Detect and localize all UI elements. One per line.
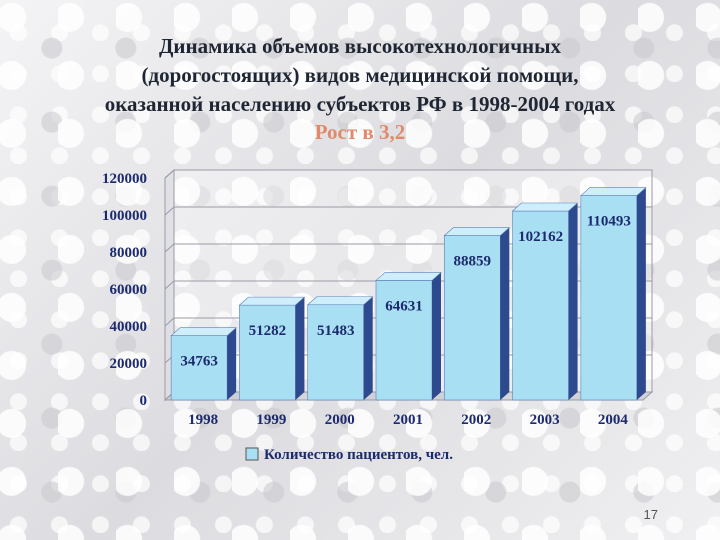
bar-top xyxy=(511,202,579,212)
bar-front xyxy=(307,304,365,401)
bar-top xyxy=(375,272,442,281)
title-line-1: Динамика объемов высокотехнологичных xyxy=(158,34,562,58)
x-tick-label: 1999 xyxy=(256,412,286,428)
y-tick-label: 120000 xyxy=(102,171,147,187)
bar-value-label: 88859 xyxy=(454,254,492,270)
bar-front xyxy=(512,210,569,401)
y-tick-label: 0 xyxy=(140,393,148,409)
y-tick-label: 100000 xyxy=(102,208,147,224)
bar-top xyxy=(306,296,374,306)
bar-front xyxy=(443,235,501,401)
page-number: 17 xyxy=(643,507,658,522)
bar-value-label: 64631 xyxy=(385,298,423,314)
title-line-2: (дорогостоящих) видов медицинской помощи… xyxy=(141,63,579,87)
bar-front xyxy=(375,280,433,401)
gridline xyxy=(164,206,652,216)
y-tick-label: 20000 xyxy=(110,356,148,372)
bar-side xyxy=(363,296,373,400)
bar-top xyxy=(238,296,306,306)
bar-value-label: 34763 xyxy=(180,354,218,370)
bar-side xyxy=(432,272,441,400)
bar-top xyxy=(580,187,647,196)
slide-subtitle: Рост в 3,2 xyxy=(314,120,406,144)
bar-value-label: 51483 xyxy=(317,323,355,339)
bar-value-label: 51282 xyxy=(249,323,287,339)
y-tick-label: 60000 xyxy=(110,282,148,298)
bar-top xyxy=(443,227,511,236)
slide-title: Динамика объемов высокотехнологичных (до… xyxy=(20,32,700,119)
bar-side xyxy=(568,203,578,400)
bar-value-label: 102162 xyxy=(518,229,563,245)
bar-side xyxy=(227,327,237,400)
x-tick-label: 2004 xyxy=(598,412,629,428)
x-tick-label: 2001 xyxy=(393,412,423,428)
x-tick-label: 1998 xyxy=(188,412,218,428)
legend-label: Количество пациентов, чел. xyxy=(264,447,453,463)
x-tick-label: 2000 xyxy=(325,412,355,428)
gridline xyxy=(164,169,652,179)
bar-value-label: 110493 xyxy=(587,214,631,230)
bar-front xyxy=(239,304,296,401)
y-tick-label: 40000 xyxy=(110,319,148,335)
title-line-3: оказанной населению субъектов РФ в 1998-… xyxy=(104,92,616,116)
x-tick-label: 2002 xyxy=(461,412,491,428)
bar-side xyxy=(295,297,305,400)
y-tick-label: 80000 xyxy=(110,245,148,261)
x-tick-label: 2003 xyxy=(530,412,560,428)
legend-swatch xyxy=(245,447,259,461)
bar-top xyxy=(170,327,237,336)
bar-side xyxy=(636,187,646,400)
bar-side xyxy=(500,227,510,400)
bar-front xyxy=(170,335,228,401)
